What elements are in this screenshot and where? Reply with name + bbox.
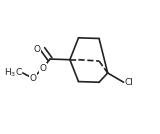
Text: H$_3$C: H$_3$C xyxy=(4,67,23,79)
Text: Cl: Cl xyxy=(125,78,134,87)
Text: O: O xyxy=(29,74,36,83)
Text: O: O xyxy=(33,45,40,54)
Text: O: O xyxy=(39,64,46,73)
